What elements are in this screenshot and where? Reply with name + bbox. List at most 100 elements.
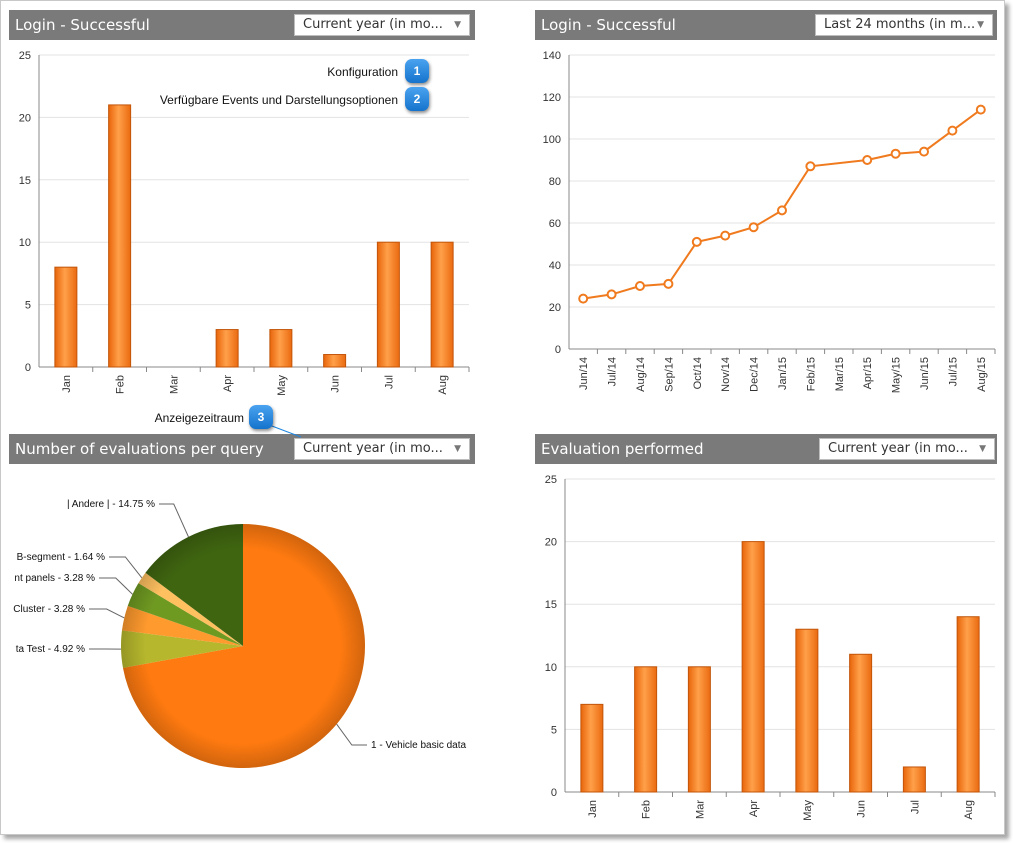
bar-jul bbox=[902, 766, 926, 793]
bar-aug bbox=[430, 241, 454, 368]
bar-aug bbox=[956, 616, 980, 793]
period-select[interactable]: Current year (in mo... ▼ bbox=[819, 438, 995, 460]
bar-jul bbox=[376, 241, 400, 368]
x-tick-label: Nov/14 bbox=[720, 357, 732, 392]
y-tick-label: 20 bbox=[545, 537, 557, 549]
chevron-down-icon[interactable]: ▼ bbox=[977, 20, 984, 30]
x-tick-label: Jul/14 bbox=[607, 357, 619, 386]
callout-badge-2[interactable]: 2 bbox=[405, 87, 429, 111]
period-select[interactable]: Current year (in mo... ▼ bbox=[294, 14, 470, 36]
data-point bbox=[777, 205, 787, 216]
pie-label: Cluster - 3.28 % bbox=[13, 604, 85, 615]
callout-badge-3[interactable]: 3 bbox=[249, 405, 273, 429]
login-bar-chart: 0 5 10 15 20 25 Jan Feb Mar Apr May Jun Jul Aug bbox=[19, 50, 470, 396]
callout-text-1: Konfiguration bbox=[327, 65, 398, 79]
y-tick-label: 5 bbox=[551, 724, 557, 736]
data-point bbox=[691, 236, 702, 247]
data-point bbox=[720, 230, 731, 241]
data-point bbox=[635, 281, 645, 291]
panel-title: Evaluation performed bbox=[541, 440, 704, 458]
data-point bbox=[890, 148, 901, 159]
y-tick-label: 15 bbox=[19, 175, 31, 187]
period-select[interactable]: Current year (in mo... ▼ bbox=[294, 438, 470, 460]
x-tick-label: Jul/15 bbox=[947, 357, 959, 386]
eval-pie-chart: 1 - Vehicle basic data ta Test - 4.92 % Cl… bbox=[13, 499, 466, 768]
pie-label: B-segment - 1.64 % bbox=[17, 552, 105, 563]
data-point bbox=[947, 125, 958, 136]
pie-leader-line bbox=[89, 608, 125, 619]
bar-jan bbox=[54, 266, 78, 368]
x-tick-label: Oct/14 bbox=[692, 357, 704, 389]
chevron-down-icon[interactable]: ▼ bbox=[454, 444, 461, 454]
x-tick-label: Feb/15 bbox=[805, 357, 817, 391]
period-select-value: Current year (in mo... bbox=[828, 441, 968, 456]
y-tick-label: 15 bbox=[545, 599, 557, 611]
data-point bbox=[606, 289, 617, 300]
series-line bbox=[583, 108, 982, 300]
x-tick-label: May bbox=[802, 800, 814, 821]
callout-text-3: Anzeigezeitraum bbox=[154, 411, 244, 425]
bar-jan bbox=[580, 703, 604, 793]
period-select[interactable]: Last 24 months (in m... ▼ bbox=[815, 14, 993, 36]
data-point bbox=[862, 155, 873, 165]
pie-leader-line bbox=[109, 556, 143, 579]
x-tick-label: Jun/14 bbox=[578, 357, 590, 390]
x-tick-label: Aug bbox=[963, 800, 975, 820]
period-select-value: Last 24 months (in m... bbox=[824, 17, 976, 32]
x-tick-label: Dec/14 bbox=[749, 357, 761, 392]
panel-login-bar: Login - Successful Current year (in mo..… bbox=[9, 10, 475, 430]
x-tick-label: Jan/15 bbox=[777, 357, 789, 390]
x-tick-label: May bbox=[276, 375, 288, 396]
bar-jun bbox=[849, 653, 873, 793]
period-select-value: Current year (in mo... bbox=[303, 441, 443, 456]
bar-may bbox=[269, 329, 293, 368]
pie-leader-line bbox=[99, 577, 133, 595]
panel-login-line: Login - Successful Last 24 months (in m.… bbox=[535, 10, 997, 430]
y-tick-label: 120 bbox=[543, 92, 561, 104]
x-tick-label: Apr bbox=[748, 800, 760, 817]
y-tick-label: 100 bbox=[543, 134, 561, 146]
chevron-down-icon[interactable]: ▼ bbox=[454, 20, 461, 30]
pie-label: ta Test - 4.92 % bbox=[16, 644, 85, 655]
data-point bbox=[805, 161, 816, 172]
bar-apr bbox=[215, 329, 239, 368]
bar-feb bbox=[108, 104, 132, 368]
login-line-chart: 0 20 40 60 80 100 120 140 Jun/14 Jul/14 Aug/14 Sep/… bbox=[543, 50, 996, 393]
pie-leader-line bbox=[336, 723, 367, 746]
x-tick-label: Feb bbox=[115, 375, 127, 394]
x-tick-label: Jul bbox=[383, 375, 395, 389]
panel-title: Login - Successful bbox=[541, 16, 676, 34]
data-point bbox=[578, 293, 589, 304]
x-tick-label: Apr bbox=[222, 375, 234, 392]
y-tick-label: 10 bbox=[545, 662, 557, 674]
panel-eval-pie: Number of evaluations per query Current … bbox=[9, 434, 475, 834]
data-point bbox=[663, 278, 674, 289]
bar-jun bbox=[323, 354, 347, 368]
y-tick-label: 25 bbox=[545, 474, 557, 486]
x-tick-label: Sep/14 bbox=[663, 357, 675, 392]
y-tick-label: 5 bbox=[25, 300, 31, 312]
y-tick-label: 0 bbox=[555, 344, 561, 356]
pie-shade bbox=[121, 524, 365, 768]
x-tick-label: Jul bbox=[909, 800, 921, 814]
y-tick-label: 25 bbox=[19, 50, 31, 62]
chevron-down-icon[interactable]: ▼ bbox=[979, 444, 986, 454]
x-tick-label: Jan bbox=[61, 375, 73, 393]
pie-label: | Andere | - 14.75 % bbox=[67, 499, 155, 510]
y-tick-label: 0 bbox=[25, 362, 31, 374]
panel-eval-bar: Evaluation performed Current year (in mo… bbox=[535, 434, 997, 834]
pie-label: 1 - Vehicle basic data bbox=[371, 740, 466, 751]
x-tick-label: Apr/15 bbox=[862, 357, 874, 389]
bar-mar bbox=[687, 666, 711, 793]
callout-text-2: Verfügbare Events und Darstellungsoption… bbox=[159, 93, 398, 107]
y-tick-label: 20 bbox=[19, 112, 31, 124]
data-point bbox=[919, 146, 929, 157]
x-tick-label: May/15 bbox=[891, 357, 903, 393]
x-tick-label: Aug bbox=[437, 375, 449, 395]
callout-badge-1[interactable]: 1 bbox=[405, 59, 429, 83]
x-tick-label: Mar bbox=[168, 375, 180, 394]
x-tick-label: Mar/15 bbox=[834, 357, 846, 391]
pie-leader-line bbox=[159, 503, 189, 538]
period-select-value: Current year (in mo... bbox=[303, 17, 443, 32]
